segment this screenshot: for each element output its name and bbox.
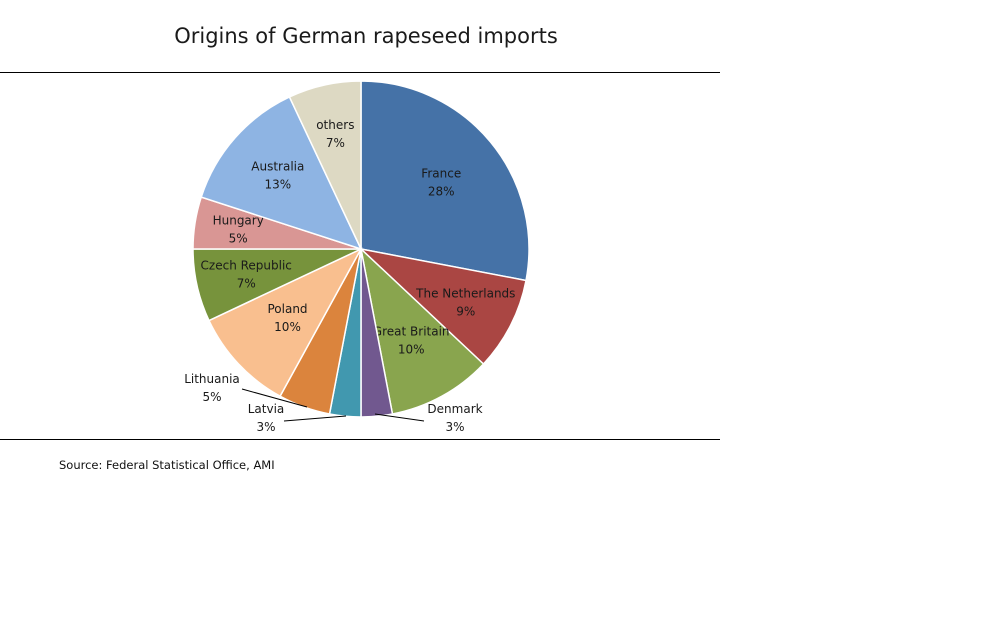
slice-label-poland: Poland bbox=[267, 302, 307, 316]
leader-line-latvia bbox=[283, 415, 347, 422]
slice-label-the-netherlands: The Netherlands bbox=[415, 286, 515, 300]
pie-slice-france bbox=[360, 80, 530, 282]
slice-label-others: others bbox=[316, 118, 354, 132]
slice-value-australia: 13% bbox=[264, 178, 291, 192]
slice-value-hungary: 5% bbox=[229, 232, 248, 246]
chart-title: Origins of German rapeseed imports bbox=[174, 24, 558, 48]
slice-label-australia: Australia bbox=[251, 160, 304, 174]
slice-value-denmark: 3% bbox=[445, 420, 464, 434]
slice-label-great-britain: Great Britain bbox=[373, 324, 450, 338]
slice-value-great-britain: 10% bbox=[398, 342, 425, 356]
leader-line-lithuania bbox=[241, 388, 308, 408]
pie-slice-great-britain bbox=[359, 246, 485, 415]
slice-value-poland: 10% bbox=[274, 320, 301, 334]
slice-label-france: France bbox=[421, 167, 461, 181]
slice-label-denmark: Denmark bbox=[427, 402, 482, 416]
source-note: Source: Federal Statistical Office, AMI bbox=[59, 458, 275, 472]
pie-slice-others bbox=[288, 80, 362, 250]
slice-label-lithuania: Lithuania bbox=[184, 372, 240, 386]
slice-value-others: 7% bbox=[326, 136, 345, 150]
slice-value-france: 28% bbox=[428, 185, 455, 199]
slice-label-hungary: Hungary bbox=[213, 214, 264, 228]
pie-slice-the-netherlands bbox=[358, 247, 527, 366]
leader-line-denmark bbox=[374, 413, 425, 422]
slice-value-the-netherlands: 9% bbox=[456, 304, 475, 318]
slice-label-czech-republic: Czech Republic bbox=[201, 259, 292, 273]
pie-slice-poland bbox=[207, 247, 363, 398]
pie-slice-australia bbox=[200, 95, 363, 251]
slice-value-czech-republic: 7% bbox=[237, 277, 256, 291]
slice-label-latvia: Latvia bbox=[248, 402, 285, 416]
top-rule bbox=[0, 72, 720, 73]
bottom-rule bbox=[0, 439, 720, 440]
slice-value-latvia: 3% bbox=[256, 420, 275, 434]
slice-value-lithuania: 5% bbox=[202, 390, 221, 404]
